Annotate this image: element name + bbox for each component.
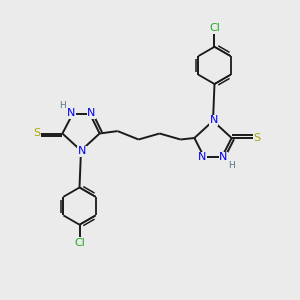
- Text: N: N: [219, 152, 228, 163]
- Text: S: S: [254, 133, 261, 143]
- Text: H: H: [60, 101, 66, 110]
- Text: Cl: Cl: [209, 23, 220, 33]
- Text: N: N: [78, 146, 86, 156]
- Text: N: N: [67, 108, 75, 118]
- Text: S: S: [33, 128, 40, 139]
- Text: N: N: [198, 152, 207, 163]
- Text: N: N: [87, 108, 96, 118]
- Text: H: H: [228, 161, 235, 170]
- Text: Cl: Cl: [74, 238, 85, 248]
- Text: N: N: [209, 115, 218, 125]
